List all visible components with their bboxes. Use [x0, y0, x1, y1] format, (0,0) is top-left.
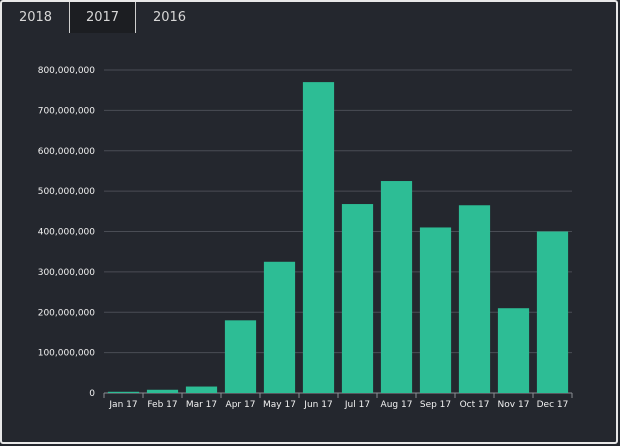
- y-tick-label: 800,000,000: [38, 66, 96, 76]
- bar: [419, 227, 452, 393]
- bar: [497, 308, 530, 393]
- x-tick-label: Nov 17: [498, 400, 530, 410]
- y-tick-label: 200,000,000: [38, 308, 96, 318]
- y-tick-label: 600,000,000: [38, 147, 96, 157]
- bar: [302, 82, 335, 394]
- x-tick-label: Jun 17: [303, 400, 332, 410]
- x-tick-label: Dec 17: [537, 400, 569, 410]
- y-tick-label: 300,000,000: [38, 268, 96, 278]
- bar: [536, 231, 569, 393]
- y-tick-label: 100,000,000: [38, 349, 96, 359]
- x-tick-label: Feb 17: [147, 400, 177, 410]
- tab-2018[interactable]: 2018: [18, 10, 53, 25]
- y-tick-label: 500,000,000: [38, 187, 96, 197]
- tab-2017[interactable]: 2017: [69, 2, 136, 33]
- bar: [224, 320, 257, 393]
- x-tick-label: Aug 17: [381, 400, 413, 410]
- x-tick-label: Jul 17: [344, 400, 370, 410]
- x-tick-label: Jan 17: [108, 400, 137, 410]
- year-tabs: 2018 2017 2016: [2, 2, 203, 33]
- y-tick-label: 400,000,000: [38, 228, 96, 238]
- x-tick-label: Sep 17: [420, 400, 451, 410]
- bar: [341, 204, 374, 393]
- bar: [380, 181, 413, 393]
- tab-2016[interactable]: 2016: [152, 10, 187, 25]
- bar: [146, 389, 179, 393]
- y-tick-label: 0: [89, 389, 95, 399]
- bar: [107, 391, 140, 393]
- x-tick-label: Mar 17: [186, 400, 217, 410]
- x-tick-label: May 17: [263, 400, 296, 410]
- x-tick-label: Oct 17: [460, 400, 490, 410]
- bar: [263, 261, 296, 393]
- y-tick-label: 700,000,000: [38, 106, 96, 116]
- bar: [458, 205, 491, 393]
- x-tick-label: Apr 17: [226, 400, 256, 410]
- bar: [185, 386, 218, 393]
